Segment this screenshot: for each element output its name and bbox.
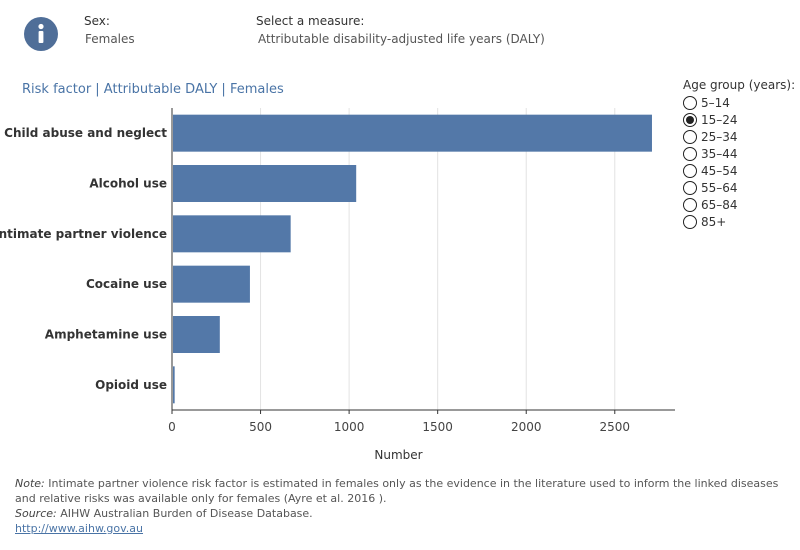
age-group-option[interactable]: 65–84	[683, 196, 795, 213]
x-tick-label: 500	[249, 420, 272, 434]
x-tick-label: 0	[168, 420, 176, 434]
category-label: Cocaine use	[86, 277, 167, 291]
footer: Note: Intimate partner violence risk fac…	[15, 476, 785, 536]
age-group-legend: Age group (years): 5–14 15–24 25–34 35–44 45…	[683, 78, 795, 230]
radio-icon[interactable]	[683, 163, 697, 178]
bar[interactable]	[173, 265, 250, 303]
bar[interactable]	[173, 215, 291, 253]
bar[interactable]	[173, 316, 220, 353]
x-tick-label: 1000	[334, 420, 365, 434]
sex-filter-value[interactable]: Females	[85, 32, 135, 46]
note-text: Intimate partner violence risk factor is…	[15, 477, 779, 505]
age-group-label: 35–44	[701, 146, 738, 161]
category-label: Alcohol use	[89, 177, 167, 191]
age-group-option[interactable]: 55–64	[683, 179, 795, 196]
radio-icon[interactable]	[683, 146, 697, 161]
source-label: Source:	[15, 507, 57, 520]
radio-icon[interactable]	[683, 197, 697, 212]
age-group-label: 45–54	[701, 163, 738, 178]
age-group-option[interactable]: 5–14	[683, 94, 795, 111]
footer-note: Note: Intimate partner violence risk fac…	[15, 476, 785, 506]
radio-selected-icon[interactable]	[683, 112, 697, 127]
age-group-label: 65–84	[701, 197, 738, 212]
footer-source: Source: AIHW Australian Burden of Diseas…	[15, 506, 785, 521]
bar[interactable]	[173, 366, 175, 404]
bar[interactable]	[173, 165, 357, 202]
radio-icon[interactable]	[683, 129, 697, 144]
aihw-link[interactable]: http://www.aihw.gov.au	[15, 522, 144, 535]
category-label: Child abuse and neglect	[4, 126, 167, 140]
x-tick-label: 2500	[600, 420, 631, 434]
note-label: Note:	[15, 477, 45, 490]
category-label: Opioid use	[95, 378, 167, 392]
age-group-label: 25–34	[701, 129, 738, 144]
age-group-option[interactable]: 45–54	[683, 162, 795, 179]
x-tick-label: 1500	[422, 420, 453, 434]
category-label: Amphetamine use	[45, 328, 167, 342]
age-group-label: 55–64	[701, 180, 738, 195]
radio-icon[interactable]	[683, 214, 697, 229]
radio-icon[interactable]	[683, 95, 697, 110]
age-group-label: 5–14	[701, 95, 730, 110]
x-axis-label: Number	[374, 448, 422, 462]
x-tick-label: 2000	[511, 420, 542, 434]
age-group-option[interactable]: 25–34	[683, 128, 795, 145]
radio-icon[interactable]	[683, 180, 697, 195]
age-group-label: 85+	[701, 214, 727, 229]
sex-filter-label: Sex:	[84, 14, 110, 28]
chart-title: Risk factor | Attributable DALY | Female…	[22, 82, 284, 97]
age-group-label: 15–24	[701, 112, 738, 127]
measure-filter-label: Select a measure:	[256, 14, 365, 28]
age-group-option[interactable]: 35–44	[683, 145, 795, 162]
measure-filter-value[interactable]: Attributable disability-adjusted life ye…	[258, 32, 545, 46]
source-text: AIHW Australian Burden of Disease Databa…	[56, 507, 313, 520]
bar[interactable]	[173, 114, 652, 152]
category-label: Intimate partner violence	[0, 227, 167, 241]
age-group-option[interactable]: 85+	[683, 213, 795, 230]
info-icon[interactable]	[24, 17, 58, 51]
age-group-option[interactable]: 15–24	[683, 111, 795, 128]
legend-title: Age group (years):	[683, 78, 796, 92]
